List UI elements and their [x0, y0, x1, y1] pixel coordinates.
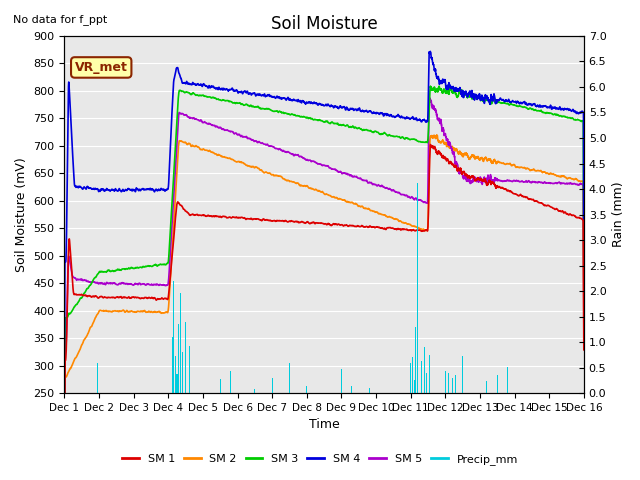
SM 3 — [154, 263, 161, 269]
Text: No data for f_ppt: No data for f_ppt — [13, 14, 107, 25]
SM 1 — [412, 228, 419, 233]
SM 1 — [305, 220, 312, 226]
Text: VR_met: VR_met — [75, 61, 127, 74]
SM 4 — [580, 267, 588, 273]
SM 5 — [579, 181, 587, 187]
SM 2 — [412, 224, 419, 229]
SM 4 — [440, 78, 448, 84]
SM 5 — [580, 320, 588, 325]
SM 4 — [154, 188, 161, 193]
SM 1 — [440, 156, 448, 161]
SM 1 — [580, 347, 588, 353]
SM 3 — [440, 87, 448, 93]
Line: SM 1: SM 1 — [65, 144, 584, 445]
Legend: SM 1, SM 2, SM 3, SM 4, SM 5, Precip_mm: SM 1, SM 2, SM 3, SM 4, SM 5, Precip_mm — [118, 450, 522, 469]
SM 2 — [154, 309, 161, 315]
SM 5 — [470, 177, 477, 182]
SM 2 — [440, 141, 448, 147]
Y-axis label: Rain (mm): Rain (mm) — [612, 182, 625, 247]
SM 5 — [154, 281, 161, 287]
SM 4 — [412, 116, 419, 122]
SM 3 — [412, 137, 419, 143]
SM 5 — [61, 437, 68, 443]
Y-axis label: Soil Moisture (mV): Soil Moisture (mV) — [15, 157, 28, 272]
SM 2 — [433, 132, 440, 138]
SM 3 — [470, 92, 477, 97]
SM 2 — [61, 451, 68, 456]
X-axis label: Time: Time — [308, 419, 339, 432]
Line: SM 5: SM 5 — [65, 97, 584, 440]
SM 2 — [305, 185, 312, 191]
SM 5 — [426, 95, 433, 100]
SM 2 — [580, 324, 588, 330]
SM 1 — [579, 218, 587, 224]
SM 1 — [427, 142, 435, 147]
SM 1 — [61, 443, 68, 448]
SM 5 — [305, 158, 312, 164]
SM 4 — [61, 393, 68, 398]
SM 2 — [579, 179, 587, 185]
SM 3 — [435, 84, 443, 89]
SM 5 — [412, 195, 419, 201]
SM 4 — [305, 100, 312, 106]
SM 5 — [440, 132, 448, 138]
SM 4 — [426, 48, 434, 54]
SM 4 — [579, 110, 587, 116]
Line: SM 3: SM 3 — [65, 86, 584, 425]
SM 2 — [470, 153, 477, 158]
Line: SM 4: SM 4 — [65, 51, 584, 396]
Title: Soil Moisture: Soil Moisture — [271, 15, 378, 33]
SM 3 — [305, 116, 312, 121]
Line: SM 2: SM 2 — [65, 135, 584, 454]
SM 3 — [61, 422, 68, 428]
SM 1 — [470, 175, 477, 180]
SM 1 — [154, 296, 161, 301]
SM 4 — [470, 93, 477, 99]
SM 3 — [579, 119, 587, 124]
SM 3 — [580, 289, 588, 295]
